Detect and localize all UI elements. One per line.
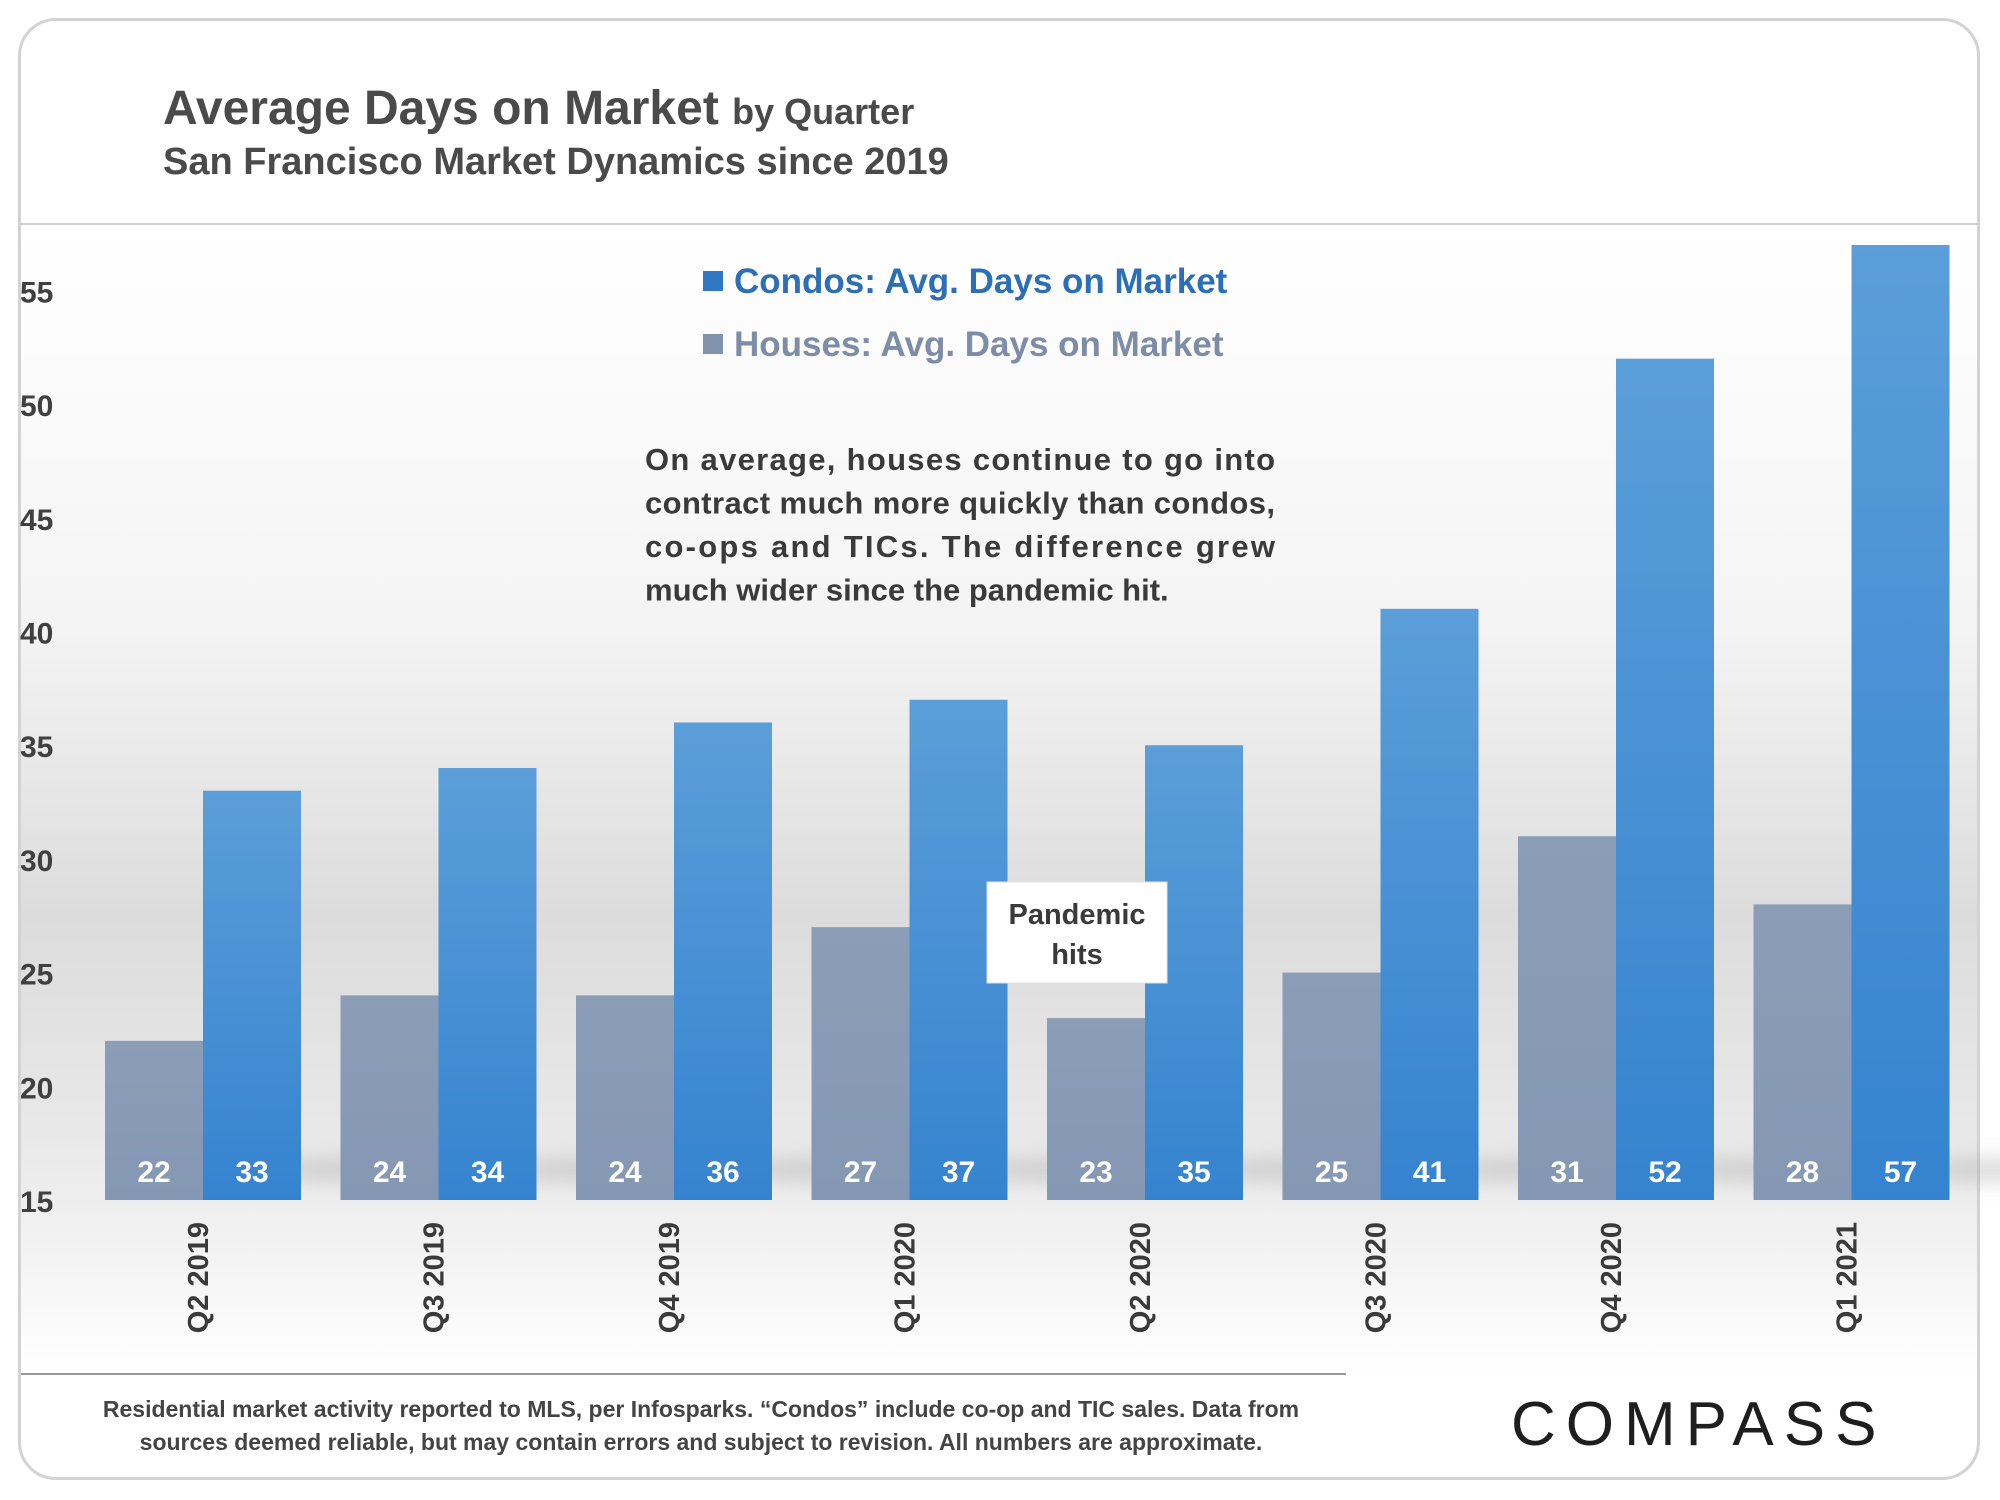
x-category-label: Q1 2021 — [1832, 1222, 1864, 1333]
chart-title-main: Average Days on Market — [163, 82, 719, 135]
y-tick-label: 45 — [20, 504, 53, 537]
bar-value-label: 52 — [1648, 1156, 1681, 1189]
bar-value-label: 31 — [1550, 1156, 1583, 1189]
house-bar — [1282, 972, 1381, 1200]
pandemic-callout-box — [986, 881, 1168, 984]
house-bar — [1518, 836, 1616, 1200]
annotation-line: co-ops and TICs. The difference grew — [645, 529, 1276, 564]
x-category-label: Q4 2019 — [654, 1222, 686, 1333]
bar-value-label: 57 — [1884, 1156, 1917, 1189]
footer-divider — [21, 1373, 1346, 1375]
footer-note: Residential market activity reported to … — [51, 1393, 1351, 1459]
condo-bar — [438, 767, 537, 1200]
y-tick-label: 40 — [20, 618, 53, 651]
y-tick-label: 50 — [20, 390, 53, 423]
chart-title-suffix: by Quarter — [732, 91, 915, 132]
chart-subtitle: San Francisco Market Dynamics since 2019 — [163, 141, 949, 183]
bar-value-label: 41 — [1413, 1156, 1446, 1189]
y-tick-label: 35 — [20, 731, 53, 764]
compass-logo: COMPASS — [1511, 1390, 1887, 1459]
y-tick-label: 55 — [20, 276, 53, 309]
bar-value-label: 33 — [235, 1156, 268, 1189]
annotation-line: On average, houses continue to go into — [645, 442, 1275, 477]
legend-swatch — [703, 271, 723, 291]
x-category-label: Q2 2019 — [183, 1222, 215, 1333]
bar-value-label: 36 — [706, 1156, 739, 1189]
house-bar — [1047, 1018, 1145, 1200]
annotation-line: much wider since the pandemic hit. — [645, 573, 1169, 608]
house-bar — [576, 995, 674, 1200]
chart-title: Average Days on Market by Quarter — [163, 81, 914, 136]
legend-label: Condos: Avg. Days on Market — [734, 262, 1228, 301]
x-category-label: Q2 2020 — [1125, 1222, 1157, 1333]
y-tick-label: 20 — [20, 1072, 53, 1105]
bar-value-label: 24 — [373, 1156, 407, 1189]
x-category-label: Q4 2020 — [1596, 1222, 1628, 1333]
footer-note-line-2: sources deemed reliable, but may contain… — [139, 1429, 1263, 1455]
bar-value-label: 37 — [942, 1156, 975, 1189]
bar-value-label: 25 — [1315, 1156, 1348, 1189]
x-category-label: Q3 2020 — [1361, 1222, 1393, 1333]
chart-header: Average Days on Market by Quarter San Fr… — [21, 21, 1977, 225]
condo-bar — [203, 790, 301, 1200]
y-tick-label: 25 — [20, 959, 53, 992]
house-bar — [340, 995, 439, 1200]
x-category-label: Q1 2020 — [890, 1222, 922, 1333]
pandemic-callout-text: hits — [1051, 939, 1103, 971]
y-tick-label: 15 — [20, 1186, 53, 1219]
condo-bar — [1851, 245, 1950, 1200]
bar-value-label: 34 — [471, 1156, 505, 1189]
house-bar — [811, 927, 910, 1200]
bar-value-label: 27 — [844, 1156, 877, 1189]
house-bar — [105, 1040, 203, 1200]
bar-value-label: 28 — [1786, 1156, 1819, 1189]
annotation-line: contract much more quickly than condos, — [645, 486, 1275, 521]
condo-bar — [674, 722, 772, 1200]
x-category-label: Q3 2019 — [419, 1222, 451, 1333]
footer-note-line-1: Residential market activity reported to … — [102, 1396, 1300, 1422]
bar-value-label: 23 — [1079, 1156, 1112, 1189]
bar-value-label: 22 — [137, 1156, 170, 1189]
house-bar — [1753, 904, 1852, 1200]
condo-bar — [1380, 608, 1479, 1200]
y-tick-label: 30 — [20, 845, 53, 878]
pandemic-callout-text: Pandemic — [1009, 899, 1146, 931]
condo-bar — [1616, 358, 1714, 1200]
bar-value-label: 24 — [608, 1156, 642, 1189]
bar-value-label: 35 — [1177, 1156, 1210, 1189]
legend-label: Houses: Avg. Days on Market — [734, 325, 1224, 364]
legend-swatch — [703, 334, 723, 354]
